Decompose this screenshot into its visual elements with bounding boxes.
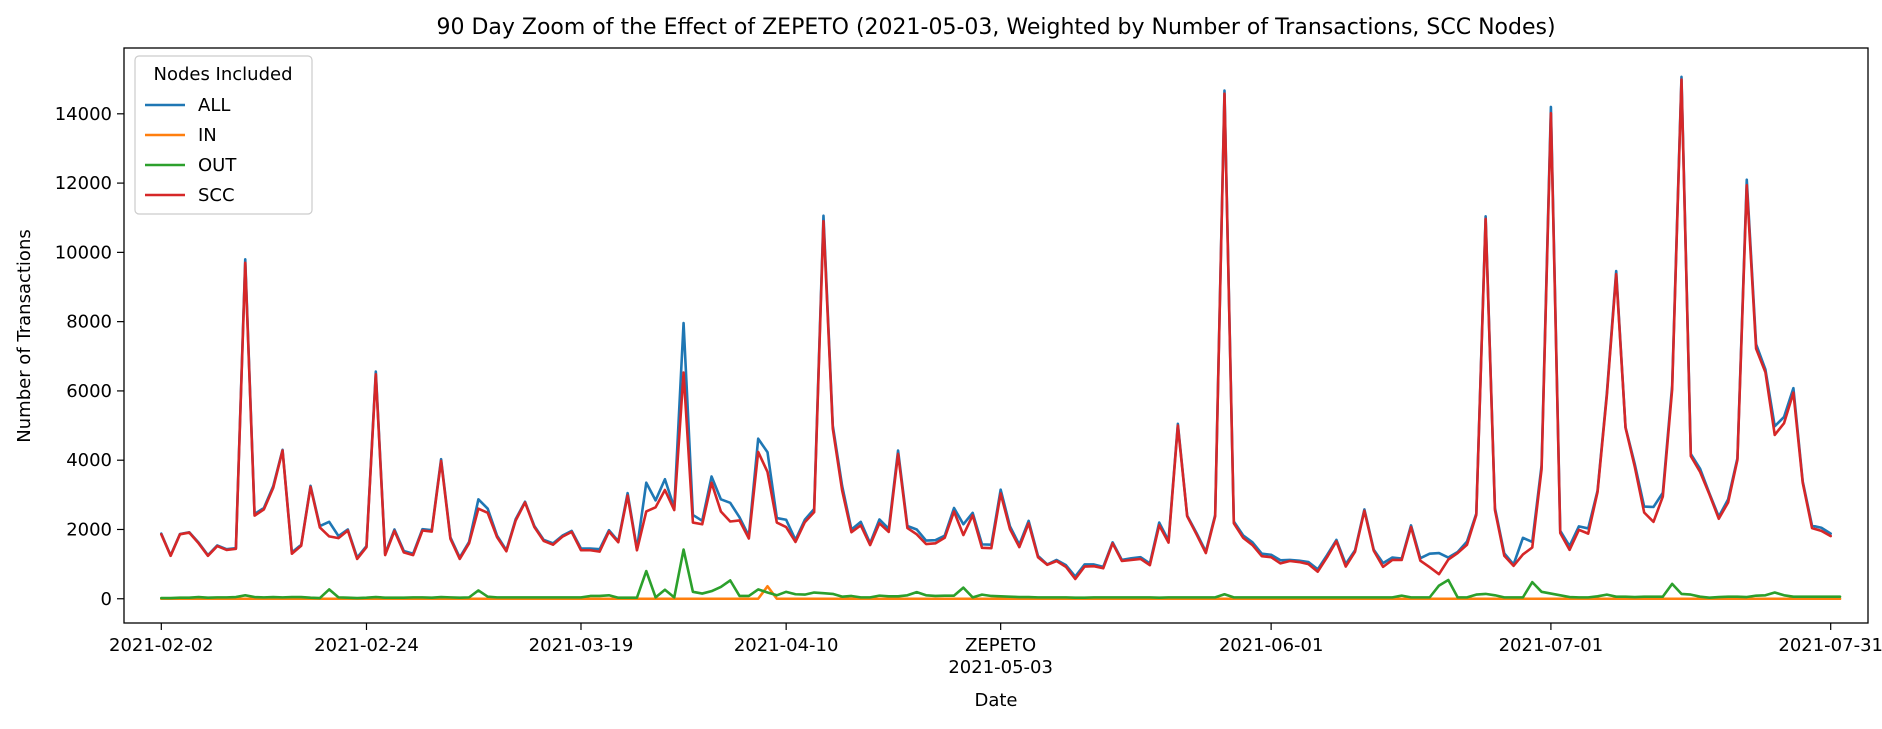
y-tick-label: 10000 (55, 242, 112, 263)
legend-label-in: IN (198, 125, 217, 146)
y-tick-label: 4000 (66, 450, 112, 471)
plot-frame (123, 47, 1869, 624)
series-line-out (160, 548, 1842, 600)
plot-area (160, 75, 1842, 601)
y-tick-label: 0 (101, 589, 112, 610)
y-tick-label: 2000 (66, 519, 112, 540)
y-tick-label: 8000 (66, 312, 112, 333)
x-tick-label: 2021-03-19 (529, 635, 634, 656)
legend-label-scc: SCC (198, 185, 235, 206)
y-tick-label: 6000 (66, 381, 112, 402)
y-axis-label: Number of Transactions (14, 229, 35, 442)
legend-label-out: OUT (198, 155, 237, 176)
x-tick-label: 2021-02-24 (314, 635, 419, 656)
x-tick-label: ZEPETO (965, 635, 1036, 656)
series-line-all (160, 75, 1832, 578)
series-line-scc (160, 78, 1832, 581)
x-tick-label: 2021-07-01 (1499, 635, 1604, 656)
x-tick-label: 2021-07-31 (1778, 635, 1882, 656)
x-axis-label: Date (974, 690, 1017, 711)
x-tick-label: 2021-06-01 (1219, 635, 1324, 656)
series-line-in (160, 584, 1842, 601)
x-axis: 2021-02-02 2021-02-24 2021-03-19 2021-04-10… (109, 623, 1882, 678)
legend-label-all: ALL (198, 95, 230, 116)
legend: Nodes Included ALL IN OUT SCC (134, 55, 313, 215)
legend-title: Nodes Included (153, 64, 292, 85)
y-tick-label: 14000 (55, 104, 112, 125)
x-tick-label: 2021-05-03 (948, 657, 1053, 678)
y-axis: 0 2000 4000 6000 8000 10000 12000 14000 (55, 104, 124, 610)
y-tick-label: 12000 (55, 173, 112, 194)
x-tick-label: 2021-02-02 (109, 635, 214, 656)
x-tick-label: 2021-04-10 (734, 635, 839, 656)
chart-title: 90 Day Zoom of the Effect of ZEPETO (202… (436, 15, 1555, 40)
legend-box (134, 55, 313, 215)
